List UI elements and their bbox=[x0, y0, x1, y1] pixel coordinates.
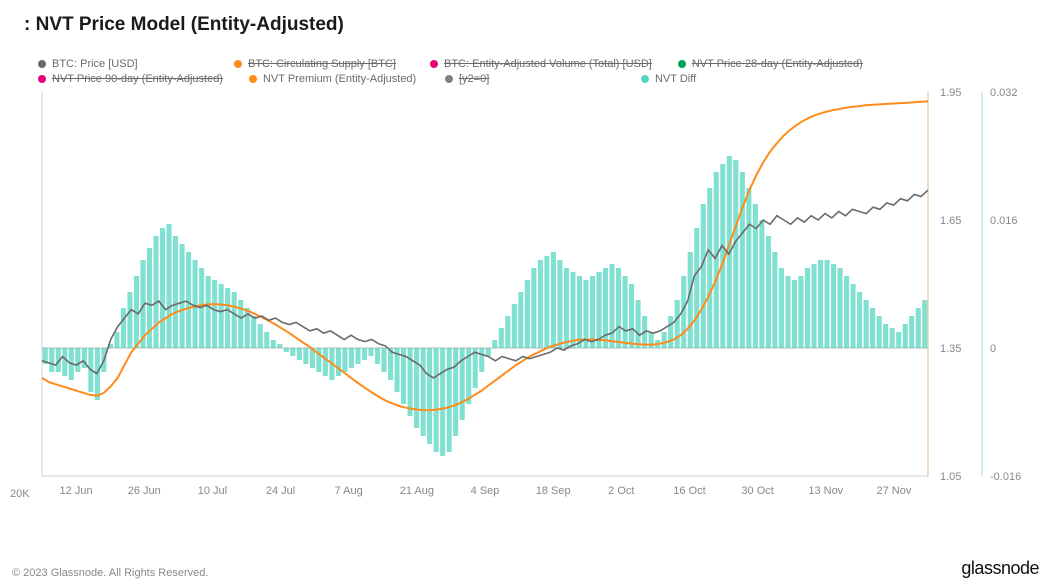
legend-dot bbox=[234, 60, 242, 68]
svg-text:13 Nov: 13 Nov bbox=[808, 485, 843, 497]
legend-item[interactable]: BTC: Price [USD] bbox=[38, 58, 208, 70]
y-left-axis-label: 20K bbox=[10, 488, 30, 500]
legend-item[interactable]: NVT Price 90-day (Entity-Adjusted) bbox=[38, 73, 223, 85]
svg-text:4 Sep: 4 Sep bbox=[471, 485, 500, 497]
legend-label: [y2=0] bbox=[459, 73, 489, 85]
svg-text:0.032: 0.032 bbox=[990, 87, 1018, 99]
legend-item[interactable]: NVT Premium (Entity-Adjusted) bbox=[249, 73, 419, 85]
footer-copyright: © 2023 Glassnode. All Rights Reserved. bbox=[12, 567, 208, 579]
svg-text:10 Jul: 10 Jul bbox=[198, 485, 227, 497]
legend-item[interactable]: NVT Diff bbox=[641, 73, 811, 85]
svg-text:1.95: 1.95 bbox=[940, 87, 961, 99]
legend-dot bbox=[430, 60, 438, 68]
svg-text:12 Jun: 12 Jun bbox=[60, 485, 93, 497]
legend-dot bbox=[641, 75, 649, 83]
legend-dot bbox=[38, 60, 46, 68]
chart-title: : NVT Price Model (Entity-Adjusted) bbox=[0, 0, 1057, 36]
legend-dot bbox=[678, 60, 686, 68]
legend-item[interactable]: [y2=0] bbox=[445, 73, 615, 85]
legend-dot bbox=[445, 75, 453, 83]
legend-item[interactable]: BTC: Circulating Supply [BTC] bbox=[234, 58, 404, 70]
legend-label: NVT Price 90-day (Entity-Adjusted) bbox=[52, 73, 223, 85]
legend-label: NVT Premium (Entity-Adjusted) bbox=[263, 73, 416, 85]
svg-text:1.35: 1.35 bbox=[940, 343, 961, 355]
svg-text:16 Oct: 16 Oct bbox=[673, 485, 705, 497]
legend-dot bbox=[38, 75, 46, 83]
svg-text:7 Aug: 7 Aug bbox=[335, 485, 363, 497]
svg-text:18 Sep: 18 Sep bbox=[536, 485, 571, 497]
svg-text:21 Aug: 21 Aug bbox=[400, 485, 434, 497]
legend-label: BTC: Price [USD] bbox=[52, 58, 138, 70]
svg-text:1.65: 1.65 bbox=[940, 215, 961, 227]
svg-text:-0.016: -0.016 bbox=[990, 471, 1021, 483]
svg-text:0: 0 bbox=[990, 343, 996, 355]
svg-text:30 Oct: 30 Oct bbox=[741, 485, 773, 497]
legend-item[interactable]: BTC: Entity-Adjusted Volume (Total) [USD… bbox=[430, 58, 652, 70]
legend-label: BTC: Entity-Adjusted Volume (Total) [USD… bbox=[444, 58, 652, 70]
legend-label: NVT Price 28-day (Entity-Adjusted) bbox=[692, 58, 863, 70]
svg-text:27 Nov: 27 Nov bbox=[876, 485, 911, 497]
brand-logo: glassnode bbox=[961, 558, 1039, 579]
chart-svg: 12 Jun 26 Jun 10 Jul 24 Jul 7 Aug 21 Aug 4 Sep… bbox=[38, 92, 928, 502]
chart-plot-area: 12 Jun 26 Jun 10 Jul 24 Jul 7 Aug 21 Aug 4 Sep… bbox=[38, 92, 928, 502]
legend-dot bbox=[249, 75, 257, 83]
svg-text:1.05: 1.05 bbox=[940, 471, 961, 483]
svg-text:24 Jul: 24 Jul bbox=[266, 485, 295, 497]
legend-item[interactable]: NVT Price 28-day (Entity-Adjusted) bbox=[678, 58, 863, 70]
legend-container: BTC: Price [USD] BTC: Circulating Supply … bbox=[0, 36, 1057, 88]
svg-text:0.016: 0.016 bbox=[990, 215, 1018, 227]
legend-label: NVT Diff bbox=[655, 73, 696, 85]
legend-label: BTC: Circulating Supply [BTC] bbox=[248, 58, 396, 70]
svg-text:2 Oct: 2 Oct bbox=[608, 485, 634, 497]
svg-text:26 Jun: 26 Jun bbox=[128, 485, 161, 497]
